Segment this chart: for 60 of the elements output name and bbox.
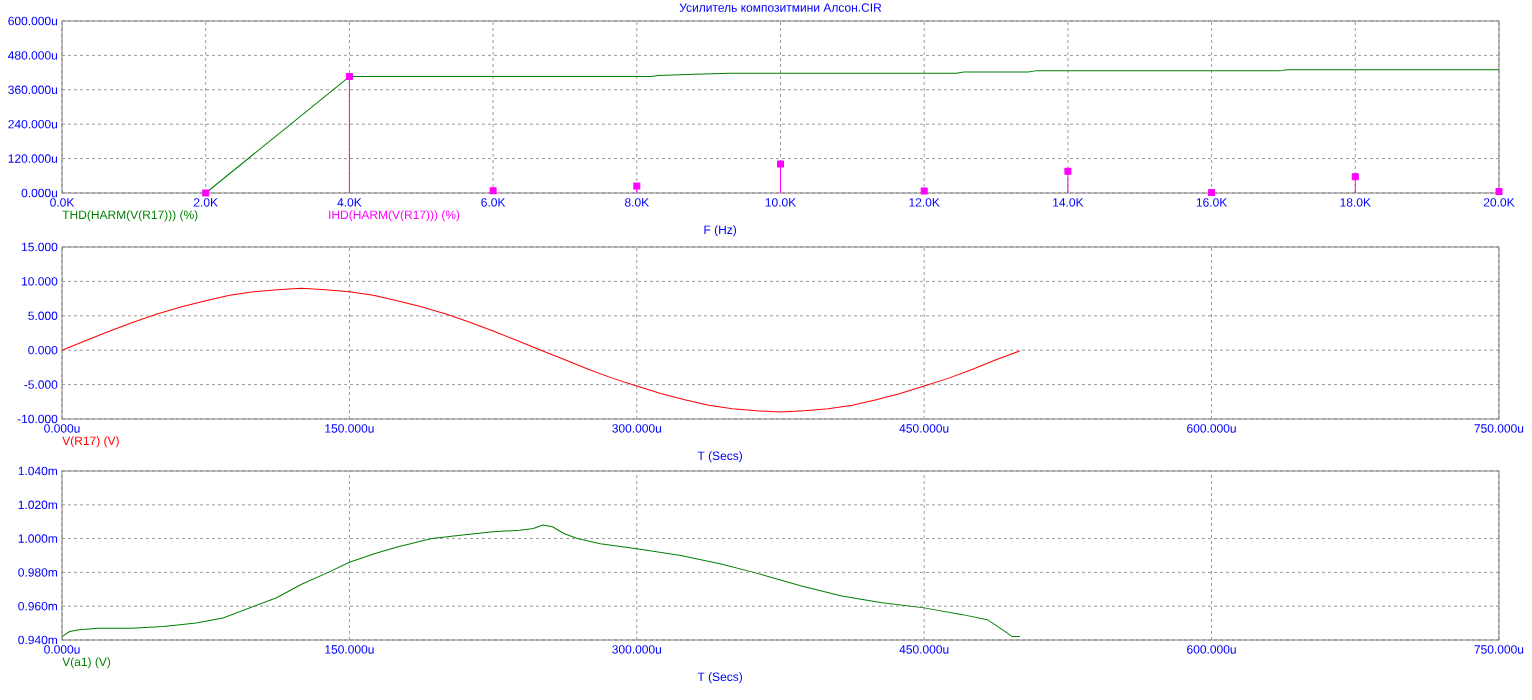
y-tick-label: 600.000u bbox=[8, 16, 58, 26]
x-tick-label: 2.0K bbox=[193, 198, 218, 207]
point bbox=[1495, 188, 1503, 196]
y-tick-label: 1.000m bbox=[18, 534, 58, 543]
y-tick-label: 0.000u bbox=[21, 188, 58, 198]
x-tick-label: 0.0K bbox=[50, 198, 75, 207]
y-tick-label: 480.000u bbox=[8, 51, 58, 60]
point bbox=[202, 189, 210, 197]
x-tick-label: 12.0K bbox=[909, 198, 940, 207]
point bbox=[1064, 167, 1072, 175]
y-tick-label: 15.000 bbox=[22, 242, 58, 252]
y-tick-label: -5.000 bbox=[24, 380, 58, 389]
series-label: V(a1) (V) bbox=[62, 657, 111, 669]
y-tick-label: 5.000 bbox=[28, 311, 58, 321]
y-tick-label: 120.000u bbox=[8, 154, 58, 163]
x-axis-title: F (Hz) bbox=[704, 225, 737, 237]
y-tick-label: 1.040m bbox=[18, 466, 58, 476]
y-tick-label: 0.940m bbox=[18, 635, 58, 645]
point bbox=[489, 187, 497, 195]
y-tick-label: 360.000u bbox=[8, 85, 58, 95]
x-tick-label: 450.000u bbox=[899, 424, 949, 433]
point bbox=[345, 73, 353, 81]
x-tick-label: 6.0K bbox=[481, 198, 506, 207]
x-tick-label: 8.0K bbox=[624, 198, 650, 207]
x-tick-label: 20.0K bbox=[1483, 198, 1515, 207]
y-tick-label: 240.000u bbox=[8, 119, 58, 129]
x-tick-label: 4.0K bbox=[337, 198, 362, 207]
x-axis-title: T (Secs) bbox=[697, 672, 743, 684]
x-tick-label: 10.0K bbox=[765, 198, 797, 207]
y-tick-label: 0.960m bbox=[18, 601, 58, 611]
line-series bbox=[61, 287, 1021, 413]
x-tick-label: 300.000u bbox=[612, 645, 661, 654]
x-tick-label: 0.000u bbox=[44, 424, 80, 433]
series-label: THD(HARM(V(R17))) (%) bbox=[62, 210, 198, 222]
y-tick-label: -10.000 bbox=[17, 414, 58, 424]
point bbox=[777, 160, 784, 168]
x-tick-label: 0.000u bbox=[44, 645, 80, 654]
x-tick-label: 600.000u bbox=[1187, 645, 1236, 654]
point bbox=[633, 182, 641, 190]
y-tick-label: 10.000 bbox=[22, 277, 58, 286]
x-tick-label: 14.0K bbox=[1053, 198, 1084, 207]
x-tick-label: 600.000u bbox=[1187, 424, 1236, 433]
x-tick-label: 150.000u bbox=[325, 645, 374, 654]
chart-title: Усилитель композитмини Алсон.CIR bbox=[679, 3, 882, 12]
point bbox=[1351, 173, 1359, 181]
x-tick-label: 16.0K bbox=[1196, 198, 1228, 207]
x-tick-label: 750.000u bbox=[1474, 645, 1524, 654]
text: IHD(HARM(V(R17))) (%) bbox=[329, 210, 460, 222]
x-tick-label: 150.000u bbox=[325, 424, 374, 433]
text: V(R17) (V) bbox=[62, 436, 119, 448]
x-tick-label: 450.000u bbox=[899, 645, 949, 654]
y-tick-label: 0.980m bbox=[18, 568, 58, 577]
x-tick-label: 750.000u bbox=[1474, 424, 1524, 433]
x-axis-title: T (Secs) bbox=[697, 451, 743, 463]
x-tick-label: 18.0K bbox=[1340, 198, 1371, 207]
x-tick-label: 300.000u bbox=[612, 424, 661, 433]
y-tick-label: 1.020m bbox=[18, 500, 58, 510]
point bbox=[920, 187, 928, 195]
y-tick-label: 0.000 bbox=[28, 345, 58, 355]
point bbox=[1208, 188, 1216, 196]
